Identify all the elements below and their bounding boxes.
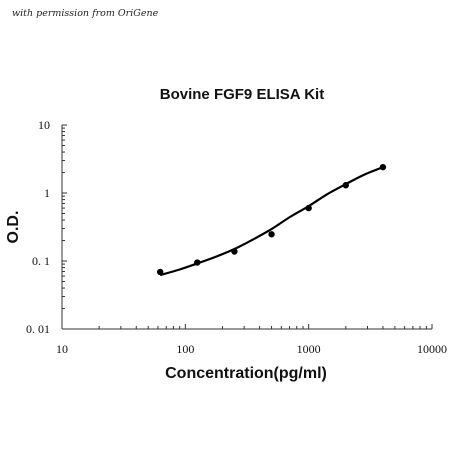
y-axis-title: O.D. (5, 211, 22, 244)
y-axis-ticks: 0. 01 0. 1 1 10 (26, 118, 67, 336)
y-tick-label: 1 (44, 186, 50, 200)
x-tick-label: 1000 (297, 342, 321, 356)
data-points (156, 163, 387, 276)
data-point (305, 204, 312, 212)
y-tick-label: 10 (38, 118, 50, 132)
chart-title: Bovine FGF9 ELISA Kit (160, 86, 324, 103)
data-point (194, 259, 201, 266)
permission-watermark: with permission from OriGene (12, 8, 159, 19)
x-axis-title: Concentration(pg/ml) (165, 365, 327, 382)
x-tick-label: 10 (56, 342, 68, 356)
x-tick-label: 100 (176, 342, 194, 356)
data-point (342, 182, 349, 189)
data-point (231, 248, 238, 255)
x-axis-ticks: 10 100 1000 10000 (56, 324, 447, 356)
data-point (379, 163, 387, 171)
data-point (156, 268, 164, 276)
fit-curve (159, 166, 384, 277)
plot-area: 0. 01 0. 1 1 10 10 100 1000 10000 (26, 118, 447, 356)
x-tick-label: 10000 (417, 342, 447, 356)
data-point (268, 231, 275, 238)
y-tick-label: 0. 1 (32, 254, 50, 268)
y-tick-label: 0. 01 (26, 322, 50, 336)
